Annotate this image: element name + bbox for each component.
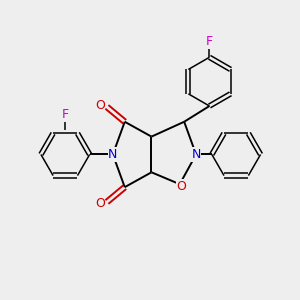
Text: N: N xyxy=(108,148,118,161)
Text: F: F xyxy=(206,35,213,48)
Text: O: O xyxy=(95,99,105,112)
Text: F: F xyxy=(62,108,69,121)
Text: O: O xyxy=(95,197,105,210)
Text: O: O xyxy=(176,180,186,193)
Text: N: N xyxy=(191,148,201,161)
